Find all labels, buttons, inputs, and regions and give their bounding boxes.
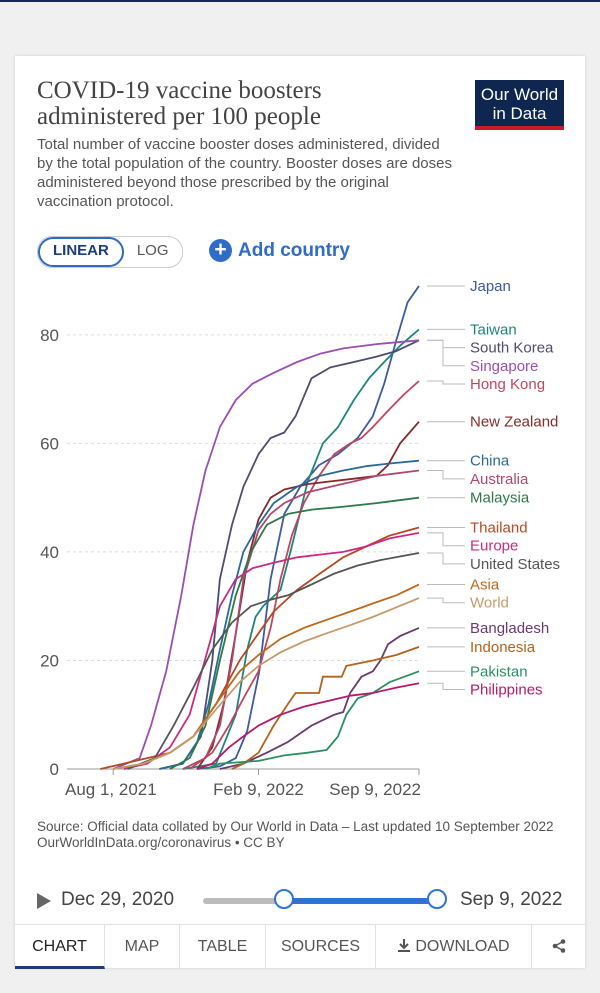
series-line-world — [113, 597, 420, 770]
series-label-united-states: United States — [470, 556, 560, 573]
tab-sources[interactable]: SOURCES — [266, 925, 376, 969]
series-line-thailand — [100, 526, 420, 770]
series-label-philippines: Philippines — [470, 682, 543, 699]
leader-line-europe — [427, 532, 465, 547]
source-text: Source: Official data collated by Our Wo… — [37, 819, 554, 834]
tab-chart[interactable]: CHART — [15, 925, 105, 969]
series-line-australia — [182, 469, 420, 770]
series-label-new-zealand: New Zealand — [470, 414, 558, 431]
log-scale-button[interactable]: LOG — [136, 242, 169, 259]
plus-icon: + — [209, 239, 232, 262]
add-country-label: Add country — [238, 239, 350, 261]
tab-bar: CHART MAP TABLE SOURCES DOWNLOAD — [15, 924, 585, 969]
series-line-new-zealand — [196, 421, 420, 770]
series-line-pakistan — [205, 670, 420, 770]
timeline-start-label: Dec 29, 2020 — [61, 889, 175, 910]
series-line-china — [159, 459, 420, 770]
series-line-united-states — [127, 552, 420, 770]
series-label-singapore: Singapore — [470, 358, 538, 375]
chart-title: COVID-19 vaccine boosters administered p… — [37, 77, 322, 130]
leader-line-philippines — [427, 682, 465, 690]
line-chart: 0 20 40 60 80 Aug 1, 2021 Feb 9, 2022 Sep 9, 20… — [40, 280, 560, 799]
leader-line-hong-kong — [427, 380, 465, 385]
series-line-south-korea — [159, 339, 420, 770]
leader-line-australia — [427, 470, 465, 480]
logo-line-2: in Data — [492, 104, 547, 123]
leader-line-singapore — [427, 339, 465, 367]
series-label-south-korea: South Korea — [470, 340, 554, 357]
timeline-selected-range — [284, 898, 437, 904]
series-label-europe: Europe — [470, 538, 518, 555]
tab-map[interactable]: MAP — [105, 925, 180, 969]
timeline-end-label: Sep 9, 2022 — [460, 889, 563, 910]
series-label-china: China — [470, 453, 510, 470]
scale-toggle: LINEAR LOG — [37, 236, 183, 268]
series-label-world: World — [470, 595, 509, 612]
leader-line-south-korea — [427, 339, 465, 349]
series-label-thailand: Thailand — [470, 520, 528, 537]
timeline: Dec 29, 2020 Sep 9, 2022 — [15, 876, 585, 924]
add-country-button[interactable]: + Add country — [209, 239, 350, 262]
y-tick-label: 60 — [40, 434, 59, 453]
series-line-malaysia — [169, 496, 420, 770]
y-tick-label: 40 — [40, 543, 59, 562]
series-label-hong-kong: Hong Kong — [470, 376, 545, 393]
series-line-taiwan — [182, 328, 420, 770]
series-line-bangladesh — [219, 627, 420, 770]
chart-subtitle: Total number of vaccine booster doses ad… — [37, 136, 452, 210]
play-icon[interactable] — [37, 893, 51, 909]
x-tick-label: Feb 9, 2022 — [213, 780, 304, 799]
series-label-bangladesh: Bangladesh — [470, 620, 549, 637]
share-icon — [552, 939, 565, 953]
download-icon — [398, 939, 411, 952]
series-line-singapore — [112, 339, 420, 770]
x-tick-label: Sep 9, 2022 — [329, 780, 421, 799]
logo-line-1: Our World — [480, 85, 559, 104]
series-label-australia: Australia — [470, 471, 529, 488]
timeline-end-handle[interactable] — [427, 889, 447, 909]
chart-card: COVID-19 vaccine boosters administered p… — [15, 56, 585, 969]
y-tick-label: 20 — [40, 651, 59, 670]
series-line-indonesia — [231, 646, 420, 770]
leader-line-united-states — [427, 552, 465, 565]
linear-scale-button[interactable]: LINEAR — [38, 237, 124, 267]
series-line-philippines — [196, 682, 420, 770]
series-label-japan: Japan — [470, 280, 511, 295]
series-label-pakistan: Pakistan — [470, 663, 528, 680]
source-link[interactable]: OurWorldInData.org/coronavirus • CC BY — [37, 835, 285, 850]
owid-logo[interactable]: Our World in Data — [475, 80, 564, 130]
series-label-asia: Asia — [470, 576, 500, 593]
source-note: Source: Official data collated by Our Wo… — [37, 819, 557, 851]
tab-table[interactable]: TABLE — [180, 925, 266, 969]
y-tick-label: 0 — [50, 760, 59, 779]
top-border — [0, 0, 600, 2]
tab-download-label: DOWNLOAD — [415, 938, 510, 955]
series-label-indonesia: Indonesia — [470, 639, 536, 656]
y-tick-label: 80 — [40, 326, 59, 345]
timeline-start-handle[interactable] — [274, 889, 294, 909]
x-tick-label: Aug 1, 2021 — [65, 780, 157, 799]
share-button[interactable] — [532, 925, 585, 969]
series-line-hong-kong — [189, 380, 420, 770]
leader-line-world — [427, 597, 465, 604]
series-label-malaysia: Malaysia — [470, 490, 530, 507]
series-label-taiwan: Taiwan — [470, 321, 517, 338]
series-line-europe — [123, 532, 420, 770]
tab-download[interactable]: DOWNLOAD — [376, 925, 532, 969]
